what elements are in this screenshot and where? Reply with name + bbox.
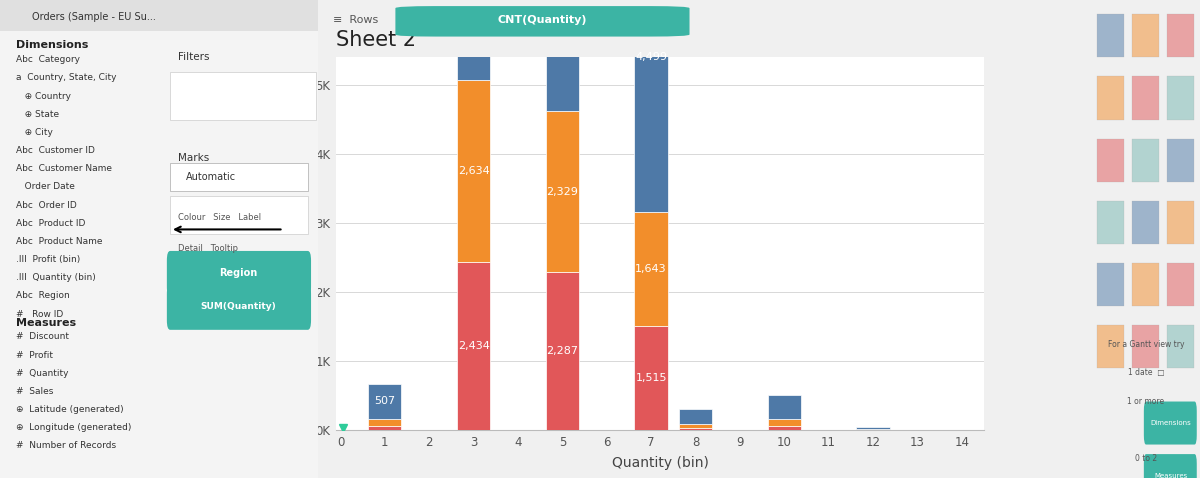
- Bar: [170, 163, 307, 191]
- FancyBboxPatch shape: [167, 251, 311, 296]
- Bar: [457, 80, 491, 262]
- Text: Abc  Region: Abc Region: [16, 292, 70, 300]
- Text: ≡  Rows: ≡ Rows: [334, 15, 379, 25]
- Text: Filters: Filters: [178, 53, 210, 62]
- Text: 2,434: 2,434: [457, 341, 490, 351]
- Bar: [1098, 325, 1124, 368]
- Text: #  Profit: # Profit: [16, 351, 53, 359]
- Bar: [546, 272, 580, 430]
- Text: Abc  Product Name: Abc Product Name: [16, 237, 102, 246]
- Text: Order Date: Order Date: [16, 183, 74, 191]
- Bar: [1166, 201, 1194, 244]
- Bar: [368, 419, 402, 426]
- FancyBboxPatch shape: [167, 284, 311, 330]
- Bar: [768, 395, 800, 419]
- Bar: [1166, 263, 1194, 306]
- Text: Measures: Measures: [16, 318, 76, 327]
- Bar: [1098, 14, 1124, 57]
- Text: Marks: Marks: [178, 153, 210, 163]
- Bar: [1132, 76, 1159, 120]
- Text: 1 or more: 1 or more: [1128, 397, 1164, 406]
- Bar: [1132, 263, 1159, 306]
- Bar: [1166, 325, 1194, 368]
- Text: #  Number of Records: # Number of Records: [16, 442, 116, 450]
- Bar: [679, 428, 712, 430]
- Text: ⊕ Country: ⊕ Country: [16, 92, 71, 100]
- Bar: [1132, 325, 1159, 368]
- Text: Dimensions: Dimensions: [1151, 420, 1192, 426]
- Text: #  Quantity: # Quantity: [16, 369, 68, 378]
- Bar: [768, 419, 800, 426]
- Bar: [368, 426, 402, 430]
- Bar: [546, 0, 580, 111]
- Text: Abc  Order ID: Abc Order ID: [16, 201, 77, 209]
- Bar: [679, 424, 712, 428]
- Bar: [457, 262, 491, 430]
- Text: 2,634: 2,634: [457, 166, 490, 176]
- Text: 507: 507: [374, 396, 395, 406]
- Text: Measures: Measures: [1154, 473, 1188, 478]
- Bar: [170, 72, 316, 120]
- Bar: [635, 212, 667, 326]
- Bar: [1098, 76, 1124, 120]
- Text: .lll  Quantity (bin): .lll Quantity (bin): [16, 273, 96, 282]
- Text: 2,287: 2,287: [546, 346, 578, 356]
- FancyBboxPatch shape: [396, 6, 690, 37]
- Bar: [546, 111, 580, 272]
- Text: 1,515: 1,515: [635, 373, 667, 383]
- Text: ⊕  Longitude (generated): ⊕ Longitude (generated): [16, 424, 131, 432]
- Bar: [635, 326, 667, 430]
- Bar: [679, 409, 712, 424]
- Y-axis label: Count of Quantity: Count of Quantity: [294, 182, 308, 305]
- Bar: [857, 427, 889, 429]
- Text: Abc  Product ID: Abc Product ID: [16, 219, 85, 228]
- Text: ⊕ State: ⊕ State: [16, 110, 59, 119]
- Bar: [1132, 14, 1159, 57]
- Text: Detail   Tooltip: Detail Tooltip: [178, 244, 238, 253]
- Text: Dimensions: Dimensions: [16, 41, 89, 50]
- Bar: [857, 429, 889, 430]
- Bar: [1098, 201, 1124, 244]
- Text: a  Country, State, City: a Country, State, City: [16, 74, 116, 82]
- Bar: [1098, 139, 1124, 182]
- Bar: [768, 426, 800, 430]
- Text: #  Discount: # Discount: [16, 333, 68, 341]
- Text: 4,499: 4,499: [635, 52, 667, 62]
- Bar: [0, 0, 318, 31]
- Text: Abc  Customer ID: Abc Customer ID: [16, 146, 95, 155]
- Bar: [1132, 201, 1159, 244]
- Text: Automatic: Automatic: [186, 172, 236, 182]
- Text: 0 to 2: 0 to 2: [1135, 455, 1157, 463]
- Text: #   Row ID: # Row ID: [16, 310, 64, 318]
- Bar: [1166, 76, 1194, 120]
- Text: ⊕ City: ⊕ City: [16, 128, 53, 137]
- Bar: [1166, 139, 1194, 182]
- Bar: [1166, 14, 1194, 57]
- Bar: [635, 0, 667, 212]
- Text: 1 date  □: 1 date □: [1128, 369, 1164, 377]
- Bar: [457, 0, 491, 80]
- Bar: [170, 196, 307, 234]
- Bar: [1132, 139, 1159, 182]
- Text: Abc  Customer Name: Abc Customer Name: [16, 164, 112, 173]
- Bar: [368, 384, 402, 419]
- Text: CNT(Quantity): CNT(Quantity): [498, 15, 587, 25]
- Text: 2,329: 2,329: [546, 187, 578, 197]
- Text: ⊕  Latitude (generated): ⊕ Latitude (generated): [16, 405, 124, 414]
- Text: 1,643: 1,643: [635, 264, 667, 274]
- X-axis label: Quantity (bin): Quantity (bin): [612, 456, 708, 470]
- Text: #  Sales: # Sales: [16, 387, 53, 396]
- FancyBboxPatch shape: [1144, 454, 1196, 478]
- Text: Sheet 2: Sheet 2: [336, 30, 416, 50]
- FancyBboxPatch shape: [1144, 402, 1196, 445]
- Bar: [1098, 263, 1124, 306]
- Text: Region: Region: [220, 269, 257, 278]
- Text: For a Gantt view try: For a Gantt view try: [1108, 340, 1184, 348]
- Text: SUM(Quantity): SUM(Quantity): [200, 303, 276, 311]
- Text: Colour   Size   Label: Colour Size Label: [178, 213, 262, 222]
- Text: Orders (Sample - EU Su...: Orders (Sample - EU Su...: [32, 12, 156, 22]
- Text: Abc  Category: Abc Category: [16, 55, 80, 64]
- Text: .lll  Profit (bin): .lll Profit (bin): [16, 255, 80, 264]
